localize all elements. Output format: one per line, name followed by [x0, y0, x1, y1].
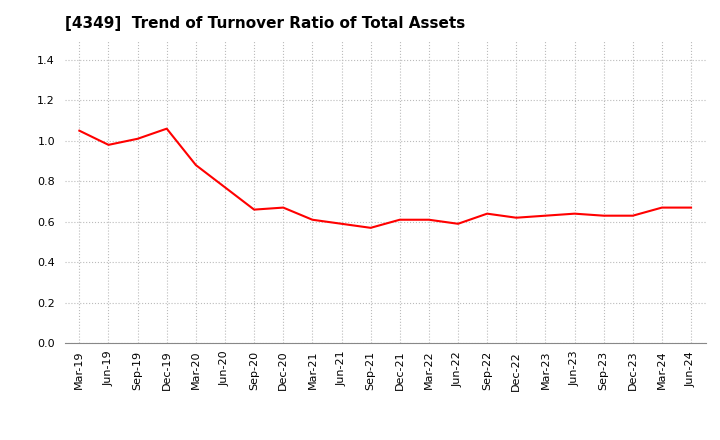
Text: [4349]  Trend of Turnover Ratio of Total Assets: [4349] Trend of Turnover Ratio of Total …: [65, 16, 465, 32]
